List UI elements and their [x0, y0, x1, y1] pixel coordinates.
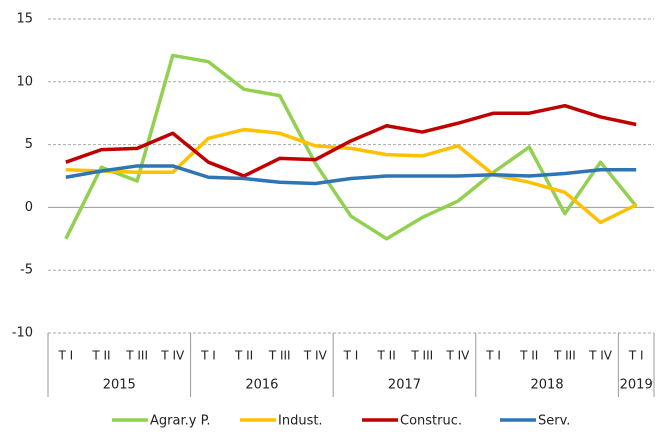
y-tick-label: 10 [16, 74, 33, 89]
legend-label: Indust. [278, 414, 323, 429]
x-tick-label: T IV [303, 349, 328, 363]
x-tick-label: T III [410, 349, 433, 363]
x-tick-label: T III [553, 349, 576, 363]
y-tick-label: 5 [25, 137, 33, 152]
x-tick-label: T IV [588, 349, 613, 363]
x-tick-label: T I [343, 349, 359, 363]
series-line [65, 164, 637, 186]
x-tick-label: T III [268, 349, 291, 363]
year-label: 2017 [388, 378, 421, 393]
x-tick-label: T I [200, 349, 216, 363]
year-label: 2018 [531, 378, 564, 393]
x-tick-label: T IV [445, 349, 470, 363]
y-tick-label: 15 [16, 12, 33, 27]
x-tick-label: T II [234, 349, 253, 363]
year-label: 2016 [245, 378, 278, 393]
legend-label: Serv. [538, 414, 570, 429]
x-tick-label: T I [57, 349, 73, 363]
legend-label: Agrar.y P. [150, 414, 211, 429]
y-tick-label: -10 [12, 326, 33, 341]
year-label: 2015 [103, 378, 136, 393]
x-tick-label: T II [519, 349, 538, 363]
x-tick-label: T II [91, 349, 110, 363]
series-line [65, 127, 637, 225]
x-tick-label: T I [485, 349, 501, 363]
legend-label: Construc. [400, 414, 462, 429]
y-tick-label: -5 [20, 263, 33, 278]
x-tick-label: T IV [160, 349, 185, 363]
x-tick-label: T I [628, 349, 644, 363]
series-line [64, 53, 638, 241]
y-tick-label: 0 [25, 200, 33, 215]
year-label: 2019 [620, 378, 653, 393]
x-tick-label: T II [377, 349, 396, 363]
x-tick-label: T III [125, 349, 148, 363]
series-line [65, 103, 637, 178]
